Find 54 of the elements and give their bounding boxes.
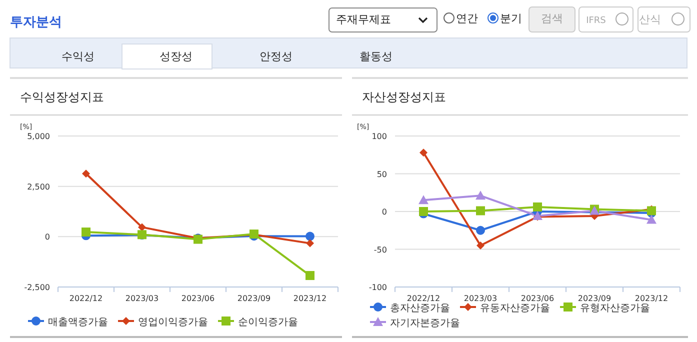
text: 투자분석 (10, 15, 62, 30)
text: 검색 (541, 12, 563, 25)
x-tick-label: 2023/06 (520, 294, 554, 303)
point (82, 228, 90, 237)
x-tick-label: 2023/09 (237, 294, 271, 303)
y-tick-label: -50 (374, 245, 387, 254)
point (476, 226, 485, 235)
legend-label: 순이익증가율 (238, 317, 298, 328)
point (476, 206, 485, 216)
point (419, 207, 428, 216)
legend-label: 유형자산증가율 (580, 303, 650, 314)
text: 활동성 (360, 50, 392, 63)
x-tick-label: 2023/06 (181, 294, 215, 303)
text: 연간 (456, 12, 478, 25)
y-tick-label: 100 (372, 132, 387, 141)
legend-label: 매출액증가율 (48, 317, 108, 328)
chart-title: 자산성장성지표 (362, 90, 446, 104)
x-tick-label: 2023/12 (293, 294, 327, 303)
y-tick-label: 50 (376, 170, 387, 179)
point (418, 195, 428, 204)
point (476, 241, 484, 250)
legend-label: 총자산증가율 (390, 303, 450, 314)
point (138, 223, 146, 232)
text: 주재무제표 (336, 13, 391, 26)
x-tick-label: 2023/09 (578, 294, 612, 303)
legend-label: 영업이익증가율 (138, 317, 208, 328)
x-tick-label: 2023/12 (634, 294, 668, 303)
point (82, 170, 90, 178)
chart-title: 수익성장성지표 (20, 90, 104, 104)
y-tick-label: -100 (368, 283, 387, 292)
text: 수익성 (62, 50, 94, 63)
text: 성장성 (160, 50, 192, 63)
y-tick-label: -2,500 (24, 283, 50, 292)
x-tick-label: 2022/12 (406, 294, 440, 303)
point (306, 271, 314, 280)
x-tick-label: 2023/03 (464, 294, 498, 303)
point (306, 239, 314, 248)
point (646, 214, 656, 224)
text: 안정성 (260, 50, 292, 63)
point (533, 202, 542, 212)
point (420, 148, 428, 157)
legend-label: 유동자산증가율 (480, 303, 550, 314)
y-tick-label: 0 (44, 232, 50, 242)
text: 산식 (639, 13, 661, 26)
x-tick-label: 2022/12 (69, 294, 103, 303)
text: 분기 (500, 12, 522, 25)
y-tick-label: 5,000 (27, 132, 50, 141)
point (476, 190, 486, 200)
text: IFRS (586, 16, 606, 26)
y-tick-label: 0 (382, 208, 387, 216)
x-tick-label: 2023/03 (125, 294, 159, 303)
point (306, 232, 314, 241)
legend-label: 자기자본증가율 (390, 318, 460, 329)
y-tick-label: 2,500 (27, 182, 50, 192)
